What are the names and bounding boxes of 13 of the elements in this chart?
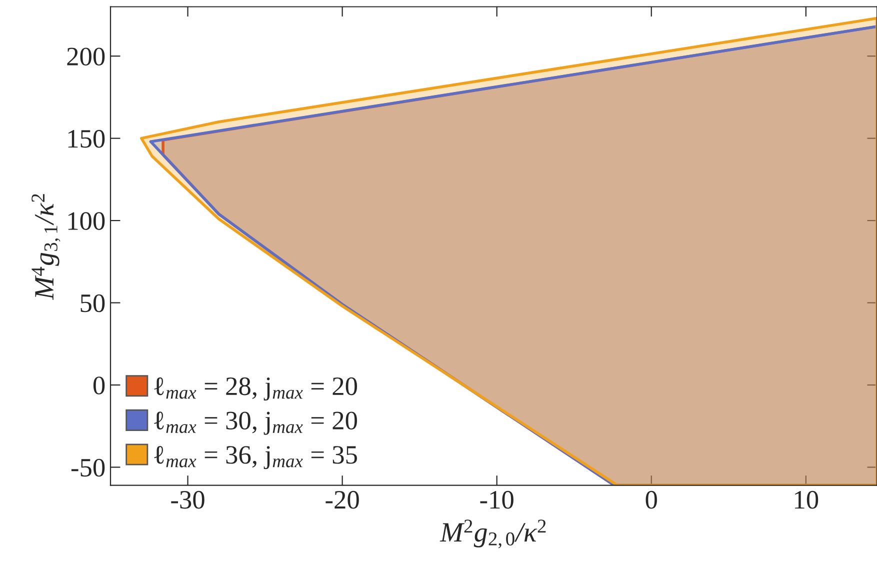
y-tick-label: -50 [71,458,105,477]
y-tick-label: 0 [93,376,105,394]
x-axis-title: M$^{2}$g$_{2,0}$/κ$^{2}$ [440,520,546,548]
y-axis-title: M$^{4}$g$_{3,1}$/κ$^{2}$ [32,194,60,300]
y-tick-label: 100 [68,212,105,230]
x-tick-label: 0 [646,490,657,509]
y-tick-label: 50 [80,294,105,312]
x-tick-label: -30 [171,490,204,509]
y-tick-label: 200 [67,48,105,66]
y-tick-label: 150 [68,130,105,148]
x-tick-label: -20 [326,490,359,509]
x-tick-label: -10 [480,490,514,509]
x-tick-label: 10 [795,490,818,509]
